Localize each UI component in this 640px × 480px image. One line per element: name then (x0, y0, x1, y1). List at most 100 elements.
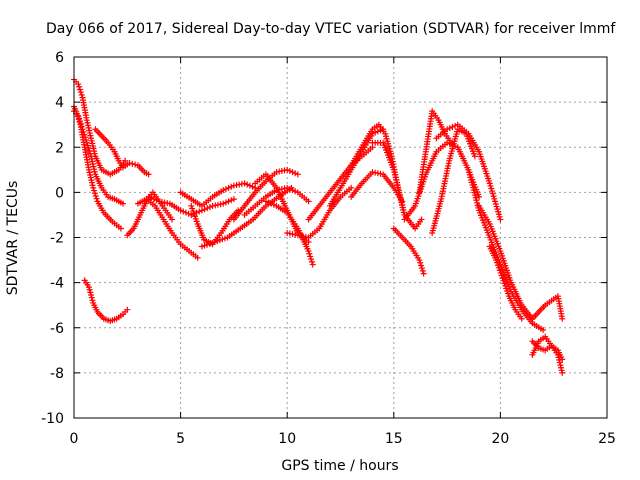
data-point (418, 216, 425, 223)
data-point-interp (418, 265, 425, 272)
data-point-interp (89, 297, 96, 304)
data-point-interp (85, 145, 92, 152)
data-point-interp (93, 195, 100, 202)
data-point (540, 327, 547, 334)
data-point-interp (201, 206, 208, 213)
data-point-interp (88, 294, 95, 301)
data-point-interp (86, 147, 93, 154)
data-point-interp (222, 199, 229, 206)
data-point-interp (417, 259, 424, 266)
data-point-interp (92, 192, 99, 199)
data-point-interp (289, 169, 296, 176)
data-point (169, 216, 176, 223)
data-point-interp (249, 183, 256, 190)
data-point (220, 200, 227, 207)
data-point-interp (87, 150, 94, 157)
data-point (90, 184, 97, 191)
data-point-interp (81, 131, 88, 138)
data-point-interp (76, 115, 83, 122)
data-point-interp (84, 142, 91, 149)
data-point (284, 166, 291, 173)
data-point-interp (87, 289, 94, 296)
data-point-interp (307, 253, 314, 260)
data-point (177, 207, 184, 214)
data-point-interp (86, 286, 93, 293)
y-tick-label: -2 (50, 231, 64, 247)
data-point (85, 284, 92, 291)
data-point-interp (78, 91, 85, 98)
x-tick-label: 0 (70, 431, 79, 447)
y-tick-label: 6 (55, 50, 64, 66)
data-point-interp (286, 167, 293, 174)
data-point-interp (153, 197, 160, 204)
data-point-interp (225, 198, 232, 205)
axis-ticks (73, 56, 608, 419)
data-point (126, 160, 133, 167)
data-point (145, 171, 152, 178)
data-point (518, 315, 525, 322)
y-tick-label: 4 (55, 95, 64, 111)
data-point-interp (292, 170, 299, 177)
x-tick-labels: 0 5 10 15 20 25 (70, 431, 616, 447)
data-point-interp (76, 83, 83, 90)
data-point (294, 171, 301, 178)
data-point-interp (246, 182, 253, 189)
data-point-interp (308, 258, 315, 265)
data-point-interp (78, 123, 85, 130)
data-point-interp (129, 160, 136, 167)
data-point (559, 369, 566, 376)
x-tick-label: 10 (278, 431, 296, 447)
data-point-interp (419, 267, 426, 274)
y-tick-label: -4 (50, 276, 64, 292)
data-point-interp (265, 199, 272, 206)
data-point (124, 306, 131, 313)
x-tick-label: 5 (176, 431, 185, 447)
data-point (348, 184, 355, 191)
data-point (120, 200, 127, 207)
data-point (305, 248, 312, 255)
data-point (241, 180, 248, 187)
data-point-interp (80, 128, 87, 135)
data-point (476, 193, 483, 200)
y-tick-label: -6 (50, 321, 64, 337)
data-point-interp (82, 134, 89, 141)
data-point (284, 184, 291, 191)
data-point-interp (228, 197, 235, 204)
chart-title: Day 066 of 2017, Sidereal Day-to-day VTE… (46, 21, 616, 37)
y-axis-label: SDTVAR / TECUs (5, 181, 21, 296)
data-point (416, 257, 423, 264)
data-point (420, 270, 427, 277)
data-point (262, 198, 269, 205)
data-point (122, 157, 129, 164)
data-point (444, 126, 451, 133)
data-point (79, 126, 86, 133)
y-tick-labels: 6 4 2 0 -2 -4 -6 -8 -10 (41, 50, 64, 427)
data-point (220, 187, 227, 194)
grid-lines (74, 57, 607, 418)
data-point-interp (292, 188, 299, 195)
data-point (194, 254, 201, 261)
x-axis-label: GPS time / hours (281, 458, 398, 474)
data-point-interp (452, 122, 459, 129)
data-points (71, 76, 566, 376)
data-point-interp (270, 201, 277, 208)
x-tick-label: 20 (491, 431, 509, 447)
data-point (75, 112, 82, 119)
data-point-interp (374, 128, 381, 135)
data-point (230, 196, 237, 203)
data-point (309, 261, 316, 268)
data-point (75, 81, 82, 88)
data-point-interp (150, 196, 157, 203)
data-point (471, 153, 478, 160)
data-point-interp (196, 208, 203, 215)
data-point-interp (88, 292, 95, 299)
data-point-interp (77, 89, 84, 96)
data-point-interp (132, 161, 139, 168)
data-point-interp (91, 190, 98, 197)
data-point (559, 315, 566, 322)
data-point-interp (244, 181, 251, 188)
y-tick-label: 2 (55, 140, 64, 156)
data-point-interp (418, 262, 425, 269)
data-point-interp (306, 250, 313, 257)
data-point (83, 139, 90, 146)
